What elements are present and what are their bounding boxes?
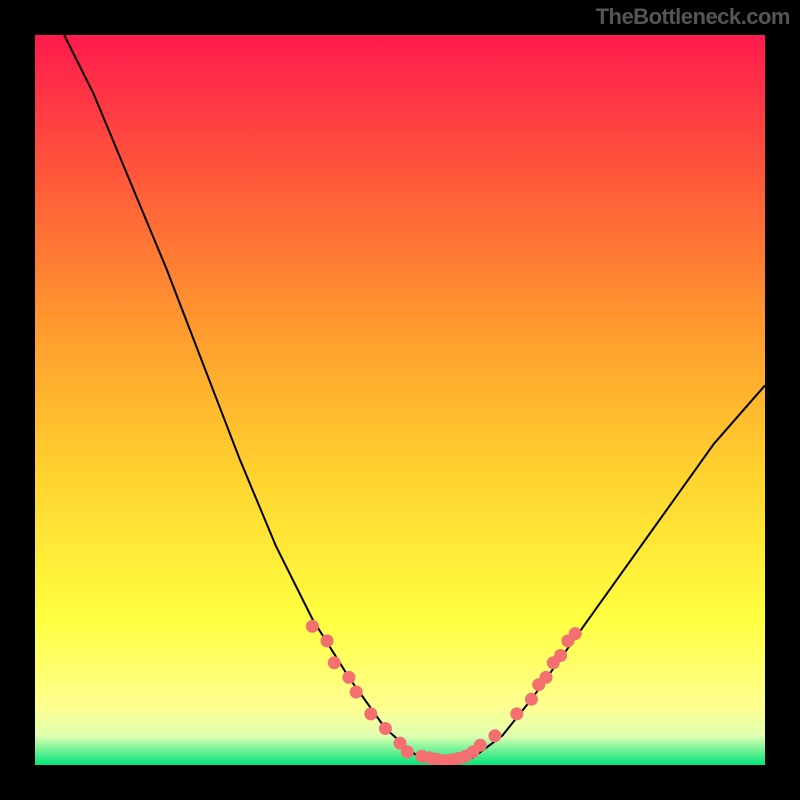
watermark-text: TheBottleneck.com <box>596 4 790 30</box>
chart-marker <box>342 671 355 684</box>
bottleneck-curve <box>64 35 765 761</box>
chart-svg <box>35 35 765 765</box>
chart-marker <box>328 656 341 669</box>
chart-marker <box>474 739 487 752</box>
chart-marker <box>321 634 334 647</box>
chart-marker <box>488 729 501 742</box>
chart-marker <box>306 620 319 633</box>
chart-marker <box>510 707 523 720</box>
chart-marker <box>525 693 538 706</box>
chart-marker <box>379 722 392 735</box>
chart-marker <box>569 627 582 640</box>
chart-marker <box>364 707 377 720</box>
chart-marker <box>350 686 363 699</box>
chart-marker <box>540 671 553 684</box>
chart-marker <box>554 649 567 662</box>
chart-markers <box>306 620 582 765</box>
chart-plot-area <box>35 35 765 765</box>
chart-marker <box>401 745 414 758</box>
